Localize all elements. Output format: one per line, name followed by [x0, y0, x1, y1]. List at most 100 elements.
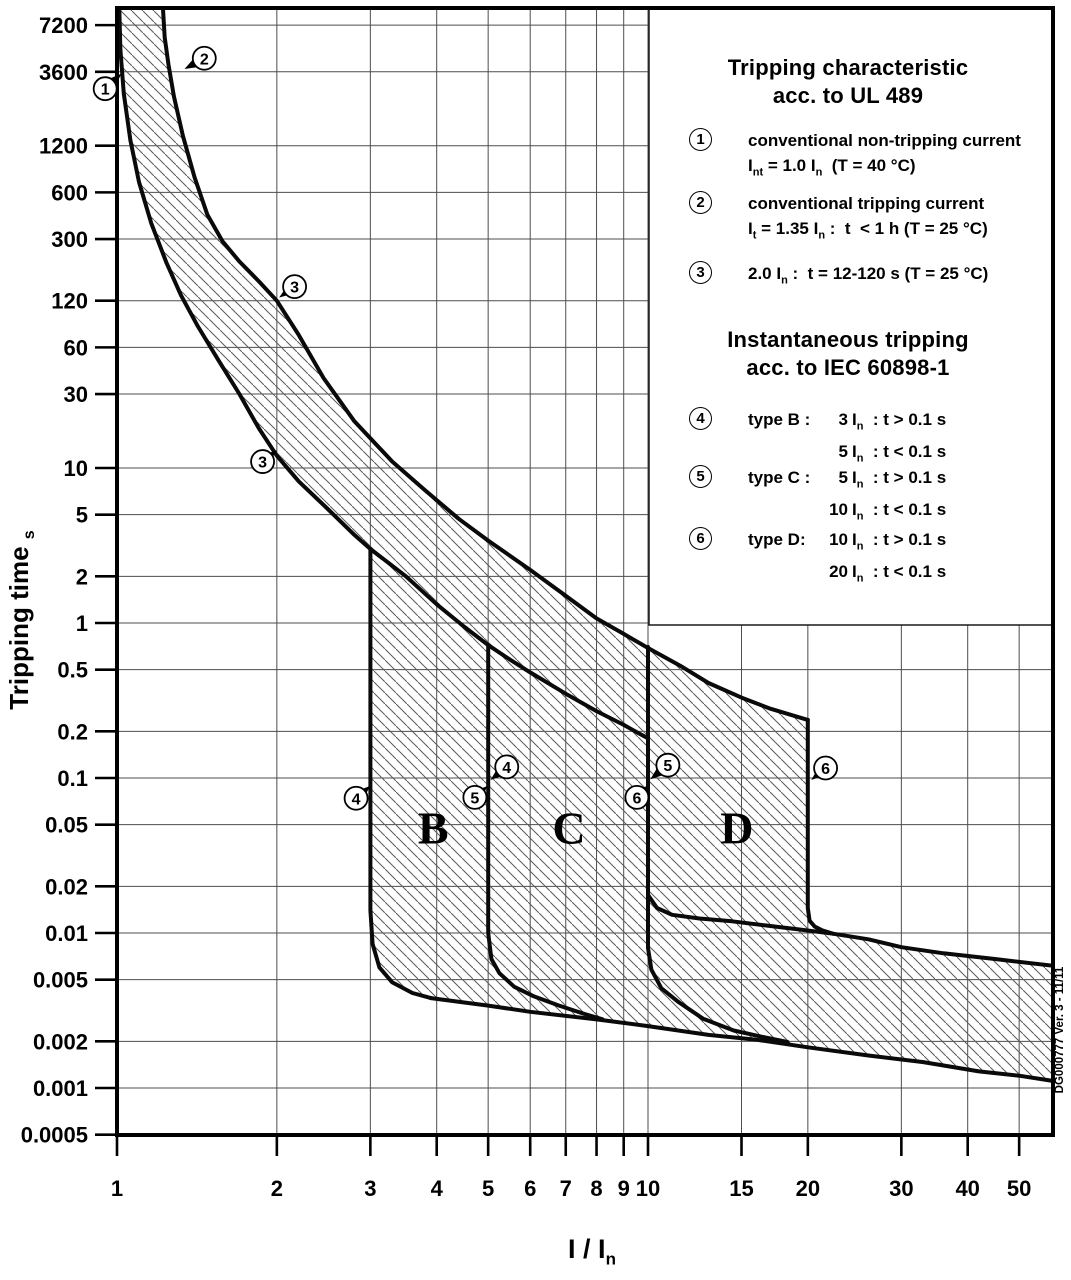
- legend-item-5-text: type C :5 In : t > 0.1 s 10 In : t < 0.1 s: [748, 468, 947, 523]
- legend-item-1-badge: 1: [689, 128, 712, 151]
- marker-circle: [624, 784, 650, 810]
- marker-circle: [191, 45, 217, 71]
- y-tick-label-1200: 1200: [39, 134, 88, 159]
- x-tick-label-20: 20: [796, 1176, 820, 1201]
- marker-circle: [494, 754, 520, 780]
- x-tick-label-9: 9: [618, 1176, 630, 1201]
- curve-marker-4-4: 4: [343, 785, 371, 811]
- marker-circle: [282, 274, 307, 300]
- y-tick-label-3600: 3600: [39, 60, 88, 85]
- y-tick-label-0.0005: 0.0005: [21, 1123, 88, 1148]
- y-tick-label-0.05: 0.05: [45, 813, 88, 838]
- y-axis-title: Tripping time s: [4, 530, 39, 710]
- marker-number: 5: [663, 758, 672, 775]
- curve-drop-at-10In: [646, 645, 790, 1044]
- x-tick-label-30: 30: [889, 1176, 913, 1201]
- legend-title-iec: Instantaneous tripping acc. to IEC 60898…: [649, 326, 1047, 382]
- curve-type-b-lower-drop-3In: [368, 547, 433, 1001]
- curve-thermal-lower-limit: [117, 8, 650, 741]
- legend-item-2-badge: 2: [689, 191, 712, 214]
- y-tick-label-0.1: 0.1: [57, 766, 88, 791]
- axis-ticks: [95, 23, 1021, 1156]
- curve-instantaneous-bottom-limit: [428, 996, 1053, 1083]
- y-tick-label-0.002: 0.002: [33, 1029, 88, 1054]
- legend-item-1-text: conventional non-tripping current Int = 1…: [748, 131, 1021, 179]
- y-tick-label-2: 2: [76, 564, 88, 589]
- marker-number: 4: [352, 791, 361, 808]
- x-tick-label-6: 6: [524, 1176, 536, 1201]
- y-tick-label-60: 60: [64, 335, 88, 360]
- legend-title-iec-line1: Instantaneous tripping: [727, 327, 969, 352]
- marker-number: 3: [258, 455, 267, 472]
- x-tick-label-2: 2: [271, 1176, 283, 1201]
- legend-item-2-text: conventional tripping current It = 1.35 I…: [748, 194, 988, 242]
- tripping-band-hatch: [119, 8, 1053, 1081]
- x-tick-label-8: 8: [590, 1176, 602, 1201]
- x-tick-label-15: 15: [729, 1176, 753, 1201]
- legend-item-3-badge: 3: [689, 261, 712, 284]
- marker-number: 5: [470, 790, 479, 807]
- marker-circle: [813, 755, 838, 781]
- legend-box: [649, 8, 1053, 625]
- marker-circle: [92, 76, 118, 102]
- y-tick-label-300: 300: [51, 227, 88, 252]
- marker-circle: [655, 752, 681, 778]
- curve-marker-5-6: 5: [462, 784, 488, 810]
- region-label-B: B: [418, 802, 449, 853]
- y-tick-label-1: 1: [76, 611, 88, 636]
- y-tick-label-5: 5: [76, 503, 88, 528]
- curve-marker-6-9: 6: [811, 755, 838, 781]
- curve-marker-4-5: 4: [490, 754, 520, 781]
- curve-marker-2-1: 2: [184, 45, 217, 71]
- x-tick-label-40: 40: [955, 1176, 979, 1201]
- marker-number: 3: [290, 280, 299, 297]
- curve-type-d-upper-drop-20In: [805, 717, 835, 936]
- marker-circle: [250, 449, 275, 474]
- legend-title-iec-line2: acc. to IEC 60898-1: [746, 355, 950, 380]
- curve-marker-5-7: 5: [650, 752, 681, 780]
- marker-number: 1: [101, 82, 110, 99]
- legend-item-5-badge: 5: [689, 465, 712, 488]
- curve-marker-1-0: 1: [92, 73, 122, 102]
- x-tick-label-5: 5: [482, 1176, 494, 1201]
- document-ref-code: DG000777 Ver. 3 - 11/11: [1054, 966, 1066, 1094]
- region-label-C: C: [552, 802, 585, 853]
- plot-border: [115, 6, 1055, 1137]
- marker-circle: [462, 784, 488, 810]
- curve-marker-6-8: 6: [624, 784, 650, 810]
- region-labels: B C D: [418, 802, 754, 853]
- legend-title-ul489-line1: Tripping characteristic: [727, 55, 969, 80]
- legend-box-border: [648, 8, 1053, 626]
- legend-title-ul489: Tripping characteristic acc. to UL 489: [649, 54, 1047, 110]
- legend-item-6-badge: 6: [689, 527, 712, 550]
- axis-tick-labels: 7200360012006003001206030105210.50.20.10…: [21, 13, 1032, 1201]
- curve-thermal-upper-limit: [160, 8, 810, 722]
- marker-number: 4: [502, 760, 511, 777]
- marker-circle: [343, 785, 369, 811]
- x-tick-label-1: 1: [111, 1176, 123, 1201]
- y-tick-label-0.001: 0.001: [33, 1076, 88, 1101]
- x-tick-label-50: 50: [1007, 1176, 1031, 1201]
- marker-arrow: [650, 765, 666, 780]
- legend-item-4-text: type B :3 In : t > 0.1 s 5 In : t < 0.1 s: [748, 410, 947, 465]
- x-tick-label-7: 7: [560, 1176, 572, 1201]
- y-tick-label-600: 600: [51, 180, 88, 205]
- y-tick-label-0.5: 0.5: [57, 658, 88, 683]
- legend-item-3-text: 2.0 In : t = 12-120 s (T = 25 °C): [748, 264, 989, 287]
- y-tick-label-120: 120: [51, 289, 88, 314]
- marker-number: 6: [821, 761, 830, 778]
- y-tick-label-10: 10: [64, 456, 88, 481]
- legend-item-6-text: type D: 10 In : t > 0.1 s 20 In : t < 0.1 s: [748, 530, 947, 585]
- y-tick-label-30: 30: [64, 382, 88, 407]
- x-axis-title: I / In: [568, 1234, 616, 1269]
- curve-drop-at-5In: [486, 643, 605, 1022]
- legend-item-4-badge: 4: [689, 407, 712, 430]
- y-tick-label-0.2: 0.2: [57, 719, 88, 744]
- curve-marker-3-3: 3: [250, 449, 277, 474]
- curve-instantaneous-band-top: [646, 892, 1053, 968]
- x-tick-label-3: 3: [364, 1176, 376, 1201]
- y-tick-label-7200: 7200: [39, 13, 88, 38]
- x-tick-label-10: 10: [636, 1176, 660, 1201]
